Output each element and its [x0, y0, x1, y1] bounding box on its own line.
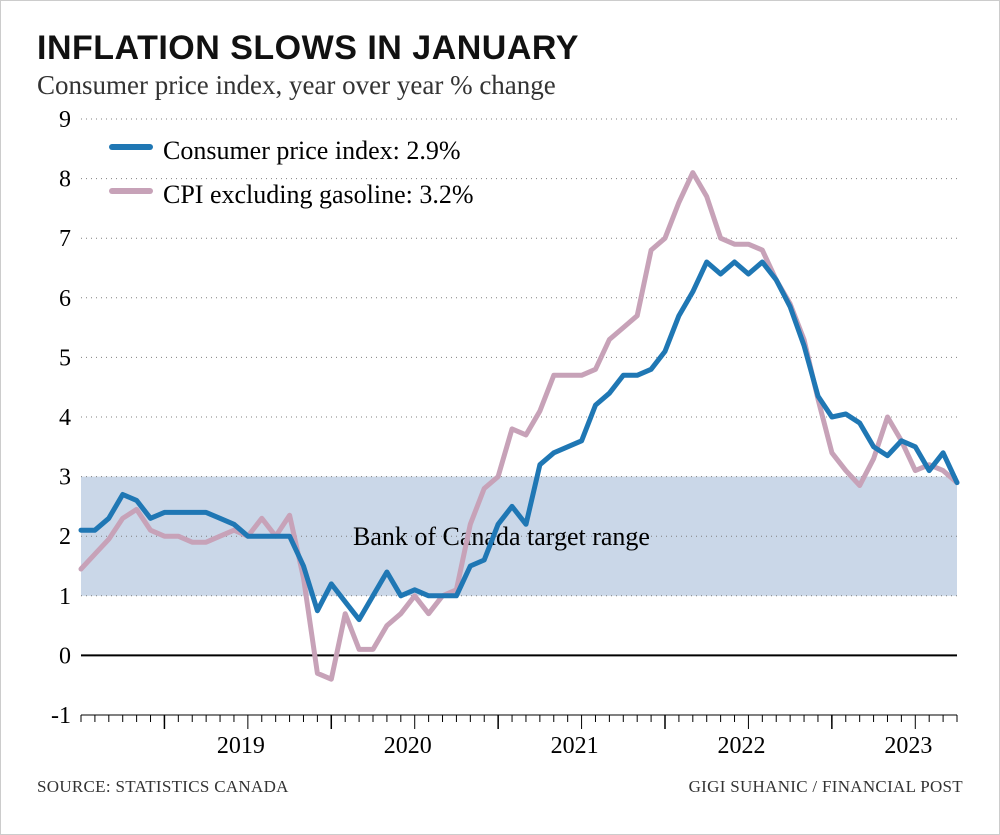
x-year-label: 2023	[884, 733, 932, 759]
y-tick-label: -1	[51, 703, 71, 729]
y-tick-label: 2	[59, 524, 71, 550]
source-text: SOURCE: STATISTICS CANADA	[37, 777, 289, 797]
legend-swatch	[109, 144, 153, 150]
y-tick-label: 0	[59, 643, 71, 669]
series-line	[81, 173, 957, 680]
legend-label: CPI excluding gasoline: 3.2%	[163, 180, 474, 209]
y-tick-label: 6	[59, 286, 71, 312]
x-year-label: 2022	[717, 733, 765, 759]
legend-swatch	[109, 188, 153, 194]
y-tick-label: 5	[59, 345, 71, 371]
y-tick-label: 4	[59, 405, 71, 431]
target-band-label: Bank of Canada target range	[353, 522, 650, 551]
y-tick-label: 3	[59, 465, 71, 491]
chart-subtitle: Consumer price index, year over year % c…	[37, 70, 963, 101]
y-tick-label: 9	[59, 109, 71, 133]
x-year-label: 2020	[384, 733, 432, 759]
x-year-label: 2019	[217, 733, 265, 759]
credit-text: GIGI SUHANIC / FINANCIAL POST	[689, 777, 963, 797]
chart-title: INFLATION SLOWS IN JANUARY	[37, 29, 963, 68]
chart-area: -1 0 1 2 3 4 5 6 7 8 9 2019 2020 2021 2022 2023 Bank of …	[37, 109, 965, 769]
x-year-label: 2021	[551, 733, 599, 759]
y-tick-label: 7	[59, 226, 71, 252]
legend-label: Consumer price index: 2.9%	[163, 136, 461, 165]
y-tick-label: 1	[59, 584, 71, 610]
y-tick-label: 8	[59, 167, 71, 193]
